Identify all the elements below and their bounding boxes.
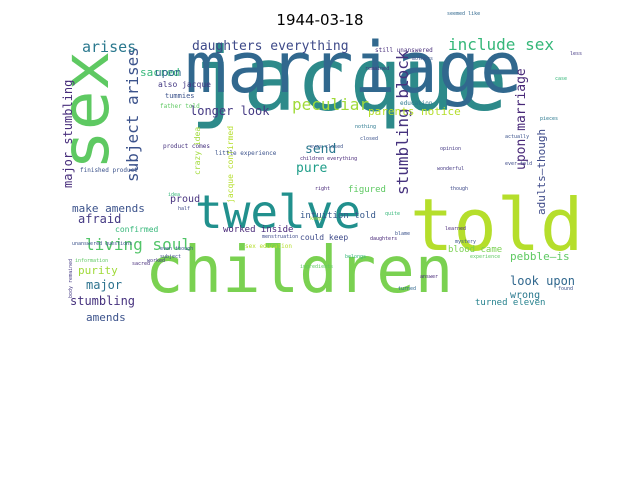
word-32: figured (348, 185, 386, 195)
plot-title: 1944-03-18 (276, 11, 364, 29)
word-65: daughters (370, 236, 397, 242)
word-67: ever told (505, 161, 532, 167)
word-22: pure (296, 161, 327, 176)
word-40: wrong (510, 290, 540, 301)
word-15: longer look (190, 104, 270, 118)
word-11: stumbling block (393, 50, 412, 195)
word-25: stumbling (70, 294, 135, 308)
word-75: case (555, 76, 567, 82)
word-44: finished product (80, 167, 138, 174)
word-51: body remained (68, 259, 74, 298)
word-9: peculiar (292, 95, 369, 114)
word-80: blame (395, 231, 410, 237)
word-2: sex (47, 51, 124, 170)
word-5: twelve (195, 185, 361, 239)
word-0: jacque (190, 28, 508, 131)
word-45: product comes (163, 143, 210, 150)
word-47: sex education (245, 243, 292, 250)
word-70: even though (160, 246, 193, 252)
word-41: could keep (300, 233, 348, 242)
word-17: upon marriage (514, 68, 529, 170)
word-13: sacred (140, 66, 180, 79)
word-60: ingredients (300, 264, 333, 270)
word-87: idea (168, 192, 180, 198)
word-59: menstruation (262, 234, 298, 240)
word-50: unanswered questions (72, 241, 132, 247)
word-46: little experience (215, 150, 277, 157)
word-26: major (86, 278, 122, 292)
word-35: proud (170, 194, 200, 205)
word-24: afraid (78, 212, 121, 226)
word-64: belongs (345, 254, 366, 260)
word-42: tummies (165, 92, 195, 100)
word-49: still unanswered (375, 47, 433, 54)
word-30: turned eleven (475, 298, 545, 308)
word-27: amends (86, 311, 126, 324)
word-69: subject (160, 254, 181, 260)
word-8: include sex (448, 35, 554, 54)
word-77: right (315, 186, 330, 192)
word-20: make amends (72, 202, 145, 215)
word-86: worked (147, 258, 165, 264)
word-43: father told (160, 103, 200, 110)
word-85: closed (360, 136, 378, 142)
word-58: found (558, 286, 573, 292)
word-39: confirmed (115, 225, 159, 234)
word-57: turned (398, 286, 416, 292)
word-21: send (305, 142, 336, 157)
word-1: marriage (185, 27, 522, 109)
word-14: upon (155, 66, 182, 79)
word-73: mothers (412, 56, 433, 62)
word-81: experience (470, 254, 500, 260)
word-3: told (410, 183, 583, 267)
word-16: parents notice (368, 105, 461, 118)
word-62: learned (445, 226, 466, 232)
word-66: wonderful (437, 166, 464, 172)
word-37: crazy idea (193, 127, 202, 175)
word-79: quite (385, 211, 400, 217)
word-18: adults—though (535, 129, 548, 215)
word-54: eyes closed (310, 144, 343, 150)
word-53: children everything (300, 156, 357, 162)
word-28: look upon (510, 274, 575, 288)
word-33: intuition told (300, 211, 376, 221)
word-83: less (570, 51, 582, 57)
word-74: pieces (540, 116, 558, 122)
word-48: education (400, 100, 433, 107)
word-76: half (178, 206, 190, 212)
word-12: arises (82, 38, 136, 56)
word-56: answer (420, 274, 438, 280)
word-34: worked inside (223, 225, 293, 235)
word-71: information (75, 258, 108, 264)
word-7: daughters everything (192, 39, 349, 54)
word-52: remained (365, 66, 389, 72)
word-72: seemed like (447, 11, 480, 17)
word-55: though (450, 186, 468, 192)
word-61: mystery (455, 239, 476, 245)
word-31: blood came (448, 245, 502, 255)
word-10: subject arises (123, 47, 142, 182)
word-68: actually (505, 134, 529, 140)
word-6: living soul (85, 235, 191, 254)
word-78: keep (310, 216, 322, 222)
word-4: children (145, 234, 453, 308)
word-36: also jacque (158, 80, 211, 89)
word-38: jacque confirmed (226, 126, 235, 203)
word-84: nothing (355, 124, 376, 130)
word-29: pebble—is (510, 250, 570, 263)
word-63: opinion (440, 146, 461, 152)
word-23: purity (78, 264, 118, 277)
word-19: major stumbling (61, 80, 75, 188)
word-82: sacred (132, 261, 150, 267)
